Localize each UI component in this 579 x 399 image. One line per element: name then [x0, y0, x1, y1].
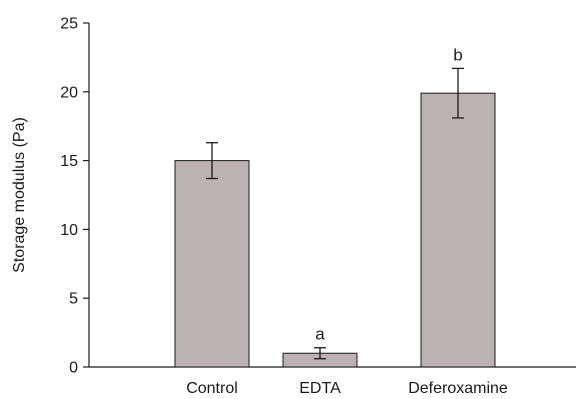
bars: [174, 92, 496, 368]
category-label: EDTA: [299, 380, 341, 397]
y-tick-label: 5: [69, 291, 78, 308]
error-bar-deferoxamine: [452, 67, 464, 119]
y-tick-label: 15: [60, 153, 78, 170]
annotation-label: a: [315, 325, 325, 344]
y-axis-title: Storage modulus (Pa): [11, 117, 28, 273]
annotation-label: b: [453, 45, 462, 64]
error-bars: [206, 67, 464, 360]
category-label: Deferoxamine: [408, 380, 508, 397]
category-labels: Control EDTA Deferoxamine: [186, 380, 508, 397]
axes: [88, 23, 576, 368]
y-tick-label: 20: [60, 84, 78, 101]
y-tick-label: 25: [60, 16, 78, 33]
error-bar-control: [206, 142, 218, 180]
category-label: Control: [186, 380, 238, 397]
significance-annotations: ab: [315, 45, 462, 343]
y-tick-label: 10: [60, 222, 78, 239]
bar-deferoxamine: [420, 92, 496, 368]
bar-control: [174, 160, 250, 368]
y-axis-ticks: 0 5 10 15 20 25: [60, 16, 89, 377]
error-bar-edta: [314, 347, 326, 360]
y-tick-label: 0: [69, 360, 78, 377]
